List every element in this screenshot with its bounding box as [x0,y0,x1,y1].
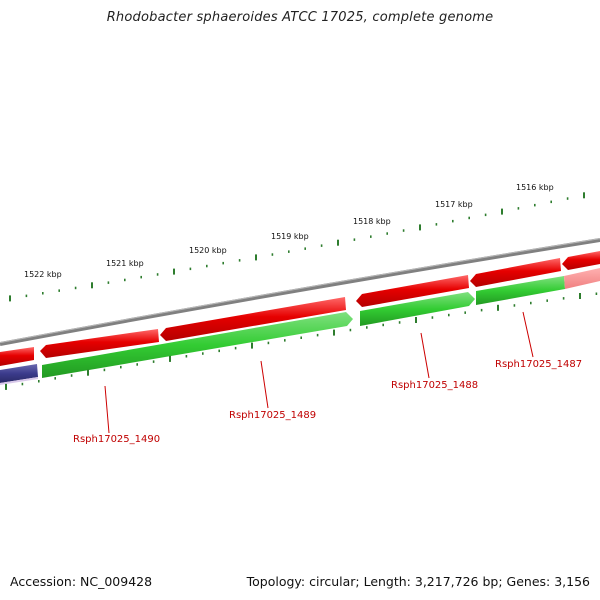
gene-label-leader [420,332,430,379]
genome-backbone-highlight [0,238,600,344]
kbp-label-1517: 1517 kbp [435,200,473,209]
kbp-label-1520: 1520 kbp [189,246,227,255]
reverse-gene[interactable] [360,292,475,326]
gene-label-rsph17025-1488[interactable]: Rsph17025_1488 [391,380,478,391]
gene-label-rsph17025-1487[interactable]: Rsph17025_1487 [495,359,582,370]
forward-gene[interactable] [0,347,34,366]
forward-gene[interactable] [160,297,346,341]
forward-gene[interactable] [562,251,600,270]
accession-label: Accession: NC_009428 [10,574,153,589]
gene-label-leader [104,385,110,434]
kbp-label-1516: 1516 kbp [516,183,554,192]
kbp-label-1518: 1518 kbp [353,217,391,226]
gene-label-leader [522,311,534,358]
reverse-gene[interactable] [42,312,353,378]
topology-info: Topology: circular; Length: 3,217,726 bp… [246,574,590,589]
map-title: Rhodobacter sphaeroides ATCC 17025, comp… [106,10,494,25]
kbp-label-1519: 1519 kbp [271,232,309,241]
genome-backbone [0,238,600,346]
reverse-gene[interactable] [564,268,600,289]
reverse-gene[interactable] [476,276,565,305]
gene-label-leader [260,360,269,409]
gene-label-rsph17025-1490[interactable]: Rsph17025_1490 [73,434,160,445]
outer-scale-ticks [9,192,585,302]
other-gene-band [0,377,38,385]
forward-gene[interactable] [470,258,561,287]
other-gene[interactable] [0,364,38,383]
kbp-label-1522: 1522 kbp [24,270,62,279]
inner-scale-ticks [5,292,598,390]
kbp-label-1521: 1521 kbp [106,259,144,268]
forward-gene[interactable] [356,275,469,307]
gene-label-rsph17025-1489[interactable]: Rsph17025_1489 [229,410,316,421]
forward-gene[interactable] [40,329,159,358]
